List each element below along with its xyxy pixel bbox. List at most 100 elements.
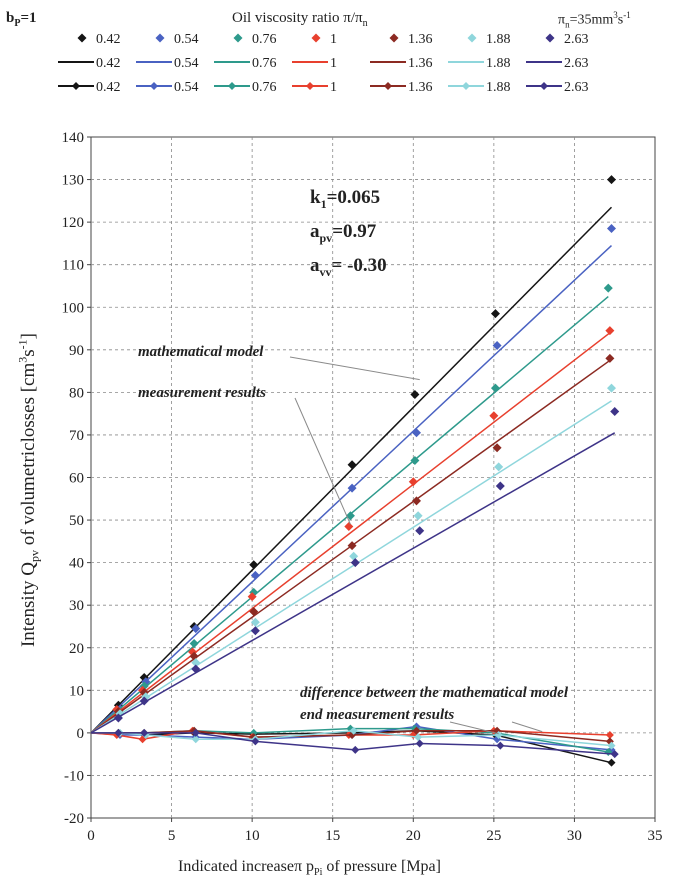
- measured-point-0.42: [490, 309, 500, 319]
- leader-difference-2: [449, 721, 499, 735]
- y-tick-label: 120: [62, 215, 85, 231]
- model-line-0.42: [90, 206, 613, 734]
- y-tick-label: 110: [62, 258, 84, 274]
- measured-point-2.63: [495, 481, 505, 491]
- measured-point-0.54: [492, 341, 502, 351]
- difference-point-2.63: [610, 750, 619, 759]
- measured-point-0.42: [347, 460, 357, 470]
- difference-point-0.42: [607, 758, 616, 767]
- legend-label-0.54: 0.54: [174, 56, 199, 71]
- legend-marker-1: [311, 33, 321, 43]
- legend-label-1: 1: [330, 56, 337, 71]
- legend-marker-1.36: [389, 33, 399, 43]
- x-tick-label: 30: [567, 828, 582, 844]
- measured-point-0.54: [412, 428, 422, 438]
- annotation-model: mathematical model: [138, 344, 264, 360]
- legend-marker-1.88: [467, 33, 477, 43]
- y-tick-label: -10: [64, 768, 84, 784]
- header-pin: πn=35mm3s-1: [558, 10, 631, 30]
- param-avv: avv= -0.30: [310, 254, 387, 279]
- measured-point-2.63: [139, 696, 149, 706]
- model-line-2.63: [90, 432, 616, 734]
- param-k1: k1=0.065: [310, 187, 381, 211]
- x-tick-label: 20: [406, 828, 421, 844]
- legend-linemarker-dot-0.76: [228, 82, 236, 90]
- legend-label-0.76: 0.76: [252, 56, 277, 71]
- legend-label-1.88: 1.88: [486, 80, 511, 95]
- legend-label-1.36: 1.36: [408, 56, 433, 71]
- annotation-difference-line1: difference between the mathematical mode…: [300, 685, 569, 701]
- difference-point-2.63: [496, 741, 505, 750]
- y-tick-label: 60: [69, 471, 84, 487]
- measured-point-1: [605, 326, 615, 336]
- leader-measurement: [294, 397, 351, 525]
- measured-point-1.88: [191, 658, 201, 668]
- measured-point-0.42: [410, 390, 420, 400]
- measured-point-1: [247, 592, 257, 602]
- measured-point-1.36: [347, 541, 357, 551]
- measured-point-0.54: [606, 224, 616, 234]
- measured-point-2.63: [350, 558, 360, 568]
- difference-point-2.63: [140, 728, 149, 737]
- measured-point-1.88: [494, 462, 504, 472]
- difference-point-1.88: [607, 741, 616, 750]
- legend-label-0.42: 0.42: [96, 32, 121, 47]
- measured-point-0.42: [249, 560, 259, 570]
- difference-point-1.88: [414, 733, 423, 742]
- y-tick-label: 90: [69, 343, 84, 359]
- legend-label-1: 1: [330, 32, 337, 47]
- difference-point-2.63: [351, 745, 360, 754]
- y-axis-label: Intensity Qpv of volumetriclosses [cm3s-…: [15, 332, 42, 648]
- measured-point-0.76: [410, 455, 420, 465]
- measured-point-0.54: [191, 624, 201, 634]
- x-tick-label: 15: [325, 828, 340, 844]
- measured-point-1.88: [349, 551, 359, 561]
- measured-point-1.36: [249, 607, 259, 617]
- difference-point-1: [605, 731, 614, 740]
- y-tick-label: 80: [69, 385, 84, 401]
- y-tick-label: 0: [77, 726, 85, 742]
- measured-point-1: [344, 521, 354, 531]
- measured-point-1.88: [413, 511, 423, 521]
- y-tick-label: 20: [69, 641, 84, 657]
- x-tick-label: 25: [486, 828, 501, 844]
- legend-linemarker-dot-2.63: [540, 82, 548, 90]
- legend-label-1: 1: [330, 80, 337, 95]
- legend-marker-2.63: [545, 33, 555, 43]
- y-tick-label: 140: [62, 130, 85, 146]
- difference-point-2.63: [251, 737, 260, 746]
- measured-point-0.42: [606, 175, 616, 185]
- parameter-box: k1=0.065 apv=0.97 avv= -0.30: [310, 184, 387, 285]
- measured-point-1: [408, 477, 418, 487]
- measured-point-0.76: [189, 638, 199, 648]
- y-tick-label: 50: [69, 513, 84, 529]
- legend-label-1.36: 1.36: [408, 80, 433, 95]
- y-tick-label: 30: [69, 598, 84, 614]
- difference-point-1.88: [191, 735, 200, 744]
- leader-difference-1: [511, 721, 543, 733]
- legend-linemarker-dot-1.36: [384, 82, 392, 90]
- measured-point-2.63: [191, 664, 201, 674]
- annotation-difference-line2: end measurement results: [300, 707, 455, 723]
- measured-point-2.63: [610, 407, 620, 417]
- legend-label-0.54: 0.54: [174, 80, 199, 95]
- measured-point-0.54: [347, 483, 357, 493]
- y-tick-label: -20: [64, 811, 84, 827]
- measured-point-1: [489, 411, 499, 421]
- legend-label-2.63: 2.63: [564, 32, 589, 47]
- header-title: Oil viscosity ratio π/πn: [232, 10, 368, 29]
- legend-label-0.76: 0.76: [252, 80, 277, 95]
- model-line-1: [90, 332, 611, 734]
- difference-point-1.36: [412, 726, 421, 735]
- legend-label-0.42: 0.42: [96, 56, 121, 71]
- model-line-1.88: [90, 400, 612, 734]
- measured-point-0.54: [250, 570, 260, 580]
- measured-point-1.36: [189, 651, 199, 661]
- x-tick-label: 35: [648, 828, 663, 844]
- leader-model: [289, 356, 420, 381]
- header-bp: bP=1: [6, 10, 37, 29]
- param-apv: apv=0.97: [310, 220, 377, 245]
- legend-marker-0.76: [233, 33, 243, 43]
- measured-point-1.88: [606, 383, 616, 393]
- legend-label-2.63: 2.63: [564, 56, 589, 71]
